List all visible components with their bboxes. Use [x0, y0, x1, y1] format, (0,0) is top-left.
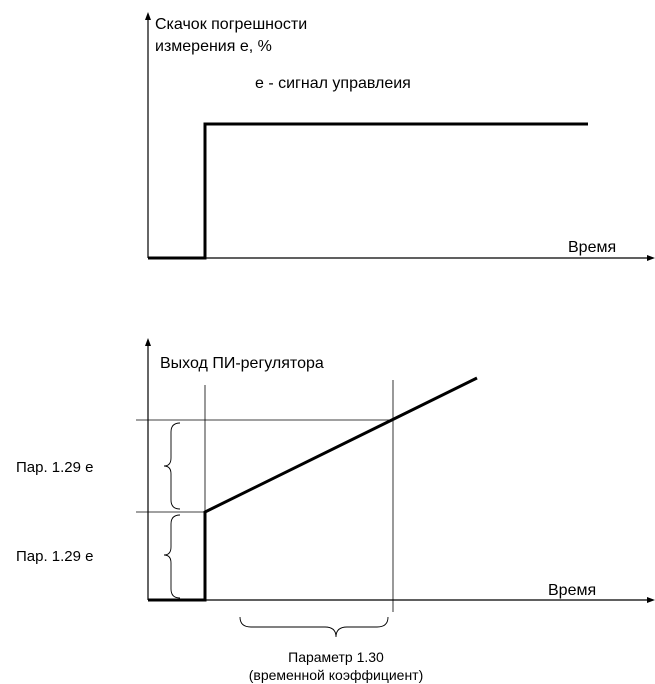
top-y-axis-label-line2: измерения е, %	[155, 38, 272, 55]
top-x-axis-label: Время	[568, 239, 616, 256]
bottom-x-axis-arrow-icon	[647, 597, 655, 603]
upper-step-label: Пар. 1.29 е	[16, 459, 94, 476]
lower-step-brace-icon	[163, 514, 181, 599]
bottom-x-axis-label: Время	[548, 582, 596, 599]
integral-time-brace-icon	[239, 616, 389, 638]
pi-output-signal	[148, 376, 478, 602]
integral-time-param-label: Параметр 1.30	[288, 649, 384, 665]
top-y-axis-arrow-icon	[145, 12, 151, 20]
integral-time-param-caption: (временной коэффициент)	[249, 667, 424, 683]
control-signal-note: е - сигнал управлеия	[255, 75, 411, 92]
error-step-graph: Скачок погрешности измерения е, % е - си…	[145, 12, 655, 261]
error-step-signal	[148, 122, 588, 260]
top-x-axis-arrow-icon	[647, 255, 655, 261]
top-y-axis-label-line1: Скачок погрешности	[155, 16, 307, 33]
bottom-y-axis-label: Выход ПИ-регулятора	[160, 355, 324, 372]
bottom-y-axis-arrow-icon	[145, 338, 151, 346]
upper-step-brace-icon	[163, 422, 181, 510]
pi-output-graph: Выход ПИ-регулятора Пар. 1.29 е Пар. 1.2…	[16, 338, 655, 683]
lower-step-label: Пар. 1.29 е	[16, 548, 94, 565]
